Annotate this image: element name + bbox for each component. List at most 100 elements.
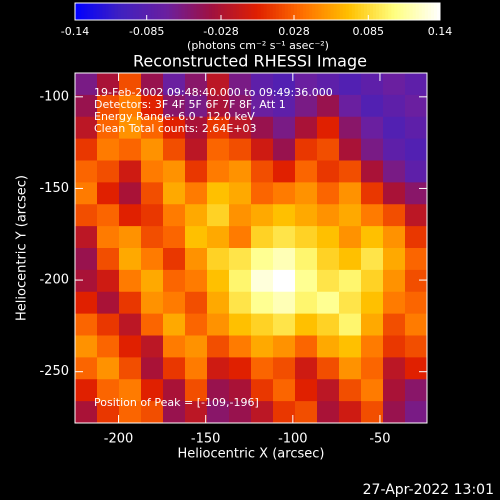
heatmap-cell: [383, 335, 406, 358]
heatmap-cell: [207, 138, 230, 161]
colorbar-swatch: [172, 3, 176, 20]
heatmap-cell: [119, 357, 142, 380]
heatmap-cell: [383, 226, 406, 249]
heatmap-cell: [141, 357, 164, 380]
colorbar-swatch: [342, 3, 347, 20]
heatmap-cell: [405, 160, 428, 183]
colorbar-swatch: [272, 3, 277, 20]
heatmap-cell: [207, 248, 230, 271]
heatmap-cell: [163, 379, 186, 402]
colorbar-swatch: [193, 3, 198, 20]
heatmap-cell: [229, 226, 252, 249]
heatmap-cell: [339, 73, 362, 96]
colorbar-swatch: [154, 3, 158, 20]
heatmap-cell: [75, 182, 98, 205]
colorbar-swatch: [245, 3, 249, 20]
heatmap-cell: [75, 291, 98, 315]
colorbar-swatch: [430, 3, 435, 20]
heatmap-cell: [141, 401, 164, 424]
heatmap-cell: [207, 73, 230, 96]
colorbar-swatch: [373, 3, 377, 20]
colorbar-swatch: [333, 3, 338, 20]
heatmap-cell: [229, 269, 252, 293]
heatmap-cell: [273, 379, 296, 402]
annotation: Clean Total counts: 2.64E+03: [94, 122, 257, 135]
heatmap-cell: [273, 335, 296, 358]
heatmap-cell: [339, 116, 362, 140]
heatmap-cell: [361, 204, 384, 227]
annotation: Energy Range: 6.0 - 12.0 keV: [94, 110, 255, 123]
heatmap-cell: [317, 357, 340, 380]
heatmap-cell: [97, 182, 120, 205]
heatmap-cell: [97, 226, 120, 249]
heatmap-cell: [229, 138, 252, 161]
heatmap-cell: [383, 160, 406, 183]
heatmap-cell: [273, 357, 296, 380]
colorbar-swatch: [163, 3, 167, 20]
heatmap-cell: [207, 160, 230, 183]
heatmap-cell: [141, 226, 164, 249]
heatmap-cell: [185, 357, 208, 380]
heatmap-cell: [273, 73, 296, 96]
colorbar-swatch: [397, 3, 401, 20]
colorbar-swatch: [251, 3, 255, 20]
heatmap-cell: [207, 204, 230, 227]
colorbar-swatch: [169, 3, 173, 20]
heatmap-cell: [229, 357, 252, 380]
heatmap-cell: [141, 116, 164, 140]
annotation: Detectors: 3F 4F 5F 6F 7F 8F, Att 1: [94, 98, 286, 111]
colorbar-swatch: [111, 3, 116, 20]
heatmap-cell: [383, 138, 406, 161]
heatmap-cell: [97, 94, 120, 118]
heatmap-cell: [75, 73, 98, 96]
heatmap-cell: [119, 269, 142, 293]
colorbar-swatch: [96, 3, 100, 20]
colorbar-swatch: [181, 3, 185, 20]
colorbar-swatch: [117, 3, 122, 20]
heatmap-cell: [119, 182, 142, 205]
colorbar-swatch: [202, 3, 207, 20]
colorbar-swatch: [412, 3, 417, 20]
x-axis-label: Heliocentric X (arcsec): [178, 447, 325, 462]
colorbar-swatch: [254, 3, 258, 20]
heatmap-cell: [141, 138, 164, 161]
heatmap-cell: [317, 160, 340, 183]
colorbar-swatch: [351, 3, 356, 20]
heatmap-cell: [163, 335, 186, 358]
heatmap-cell: [383, 204, 406, 227]
colorbar-tick-label: 0.14: [428, 25, 453, 38]
heatmap-cell: [251, 160, 274, 183]
colorbar-swatch: [360, 3, 365, 20]
colorbar-swatch: [199, 3, 204, 20]
heatmap-cell: [383, 379, 406, 402]
heatmap-cell: [251, 226, 274, 249]
heatmap-cell: [75, 204, 98, 227]
heatmap-cell: [163, 313, 186, 336]
heatmap-cell: [251, 335, 274, 358]
heatmap-cell: [273, 248, 296, 271]
heatmap-cell: [361, 335, 384, 358]
heatmap-cell: [229, 401, 252, 424]
heatmap-cell: [339, 401, 362, 424]
heatmap-cell: [383, 269, 406, 293]
heatmap-cell: [405, 379, 428, 402]
heatmap-cell: [295, 335, 318, 358]
colorbar-swatch: [214, 3, 219, 20]
heatmap-cell: [207, 116, 230, 140]
heatmap-cell: [383, 248, 406, 271]
colorbar-label: (photons cm⁻² s⁻¹ asec⁻²): [187, 39, 329, 52]
colorbar-swatch: [363, 3, 368, 20]
heatmap-cell: [317, 226, 340, 249]
y-tick-label: -200: [39, 273, 69, 288]
heatmap-cell: [295, 357, 318, 380]
colorbar-swatch: [376, 3, 380, 20]
colorbar-swatch: [157, 3, 161, 20]
heatmap-cell: [119, 204, 142, 227]
heatmap-cell: [361, 182, 384, 205]
heatmap-cell: [339, 291, 362, 315]
heatmap-cell: [185, 204, 208, 227]
colorbar-swatch: [108, 3, 112, 20]
colorbar-swatch: [84, 3, 88, 20]
heatmap-cell: [185, 73, 208, 96]
